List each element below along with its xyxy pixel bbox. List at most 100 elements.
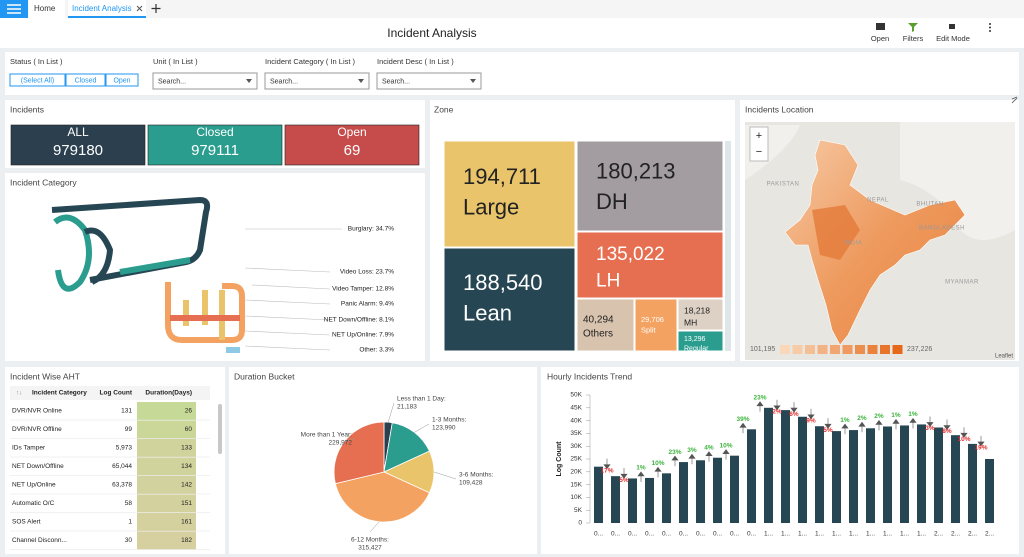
map-label: BANGLADESH xyxy=(919,226,965,232)
tab-bar xyxy=(0,0,1024,18)
y-axis-title: Log Count xyxy=(556,441,563,477)
table-cell: NET Up/Online xyxy=(12,482,56,489)
pie-leader xyxy=(369,521,380,533)
table-cell: 63,378 xyxy=(112,482,132,489)
bar xyxy=(696,460,705,523)
change-label: 1% xyxy=(908,411,918,418)
duration-cell xyxy=(137,476,196,494)
y-tick-label: 5K xyxy=(574,507,583,514)
toolbar-action[interactable]: Edit Mode xyxy=(936,34,970,43)
pie-label-name: 1-3 Months: xyxy=(432,417,467,424)
change-label: 39% xyxy=(736,416,749,423)
change-label: 9% xyxy=(806,417,816,424)
table-cell: 133 xyxy=(181,445,192,452)
map-label: NEPAL xyxy=(867,198,889,204)
bar xyxy=(628,478,637,523)
x-tick-label: 0... xyxy=(594,531,603,538)
active-tab-label: Incident Analysis xyxy=(72,4,132,13)
x-tick-label: 0... xyxy=(713,531,722,538)
more-dot xyxy=(989,26,991,29)
add-tab[interactable] xyxy=(151,4,161,13)
x-tick-label: 0... xyxy=(747,531,756,538)
table-cell: 58 xyxy=(125,500,133,507)
filter-option[interactable] xyxy=(9,73,66,87)
column-header[interactable]: Log Count xyxy=(100,390,133,397)
column-header[interactable]: Incident Category xyxy=(32,390,87,397)
table-cell: 182 xyxy=(181,537,192,544)
change-arrow xyxy=(790,402,798,413)
header xyxy=(0,18,1024,48)
filter-option[interactable] xyxy=(105,73,139,87)
more-dot[interactable] xyxy=(989,23,991,25)
filter-select[interactable] xyxy=(264,72,370,90)
x-tick-label: 1... xyxy=(917,531,926,538)
treemap-cell xyxy=(443,247,576,352)
change-arrow xyxy=(654,466,662,478)
change-label: 4% xyxy=(704,444,714,451)
change-arrow xyxy=(909,417,917,429)
change-label: 2% xyxy=(857,415,867,422)
x-tick-label: 1... xyxy=(866,531,875,538)
change-arrow xyxy=(688,453,696,465)
legend-swatch xyxy=(805,345,815,354)
filter-select[interactable] xyxy=(376,72,482,90)
active-tab[interactable] xyxy=(68,0,146,18)
y-tick-label: 50K xyxy=(570,392,582,399)
filter-select[interactable] xyxy=(152,72,258,90)
table-cell: 161 xyxy=(181,519,192,526)
change-label: 17% xyxy=(600,467,613,474)
change-arrow xyxy=(671,455,679,467)
toolbar-action[interactable]: Open xyxy=(871,34,889,43)
treemap-value: 180,213 xyxy=(596,158,676,183)
x-tick-label: 0... xyxy=(696,531,705,538)
bar xyxy=(747,429,756,523)
zoom-button[interactable]: + xyxy=(756,130,762,142)
home-tab-label: Home xyxy=(34,4,56,13)
bar xyxy=(968,443,977,523)
column-header[interactable]: Duration(Days) xyxy=(145,390,192,397)
x-tick-label: 2... xyxy=(934,531,943,538)
legend-swatch xyxy=(855,345,865,354)
table-cell: Automatic O/C xyxy=(12,500,55,507)
kpi-name: Open xyxy=(337,125,366,139)
home-tab[interactable] xyxy=(29,0,65,18)
change-arrow xyxy=(756,401,764,412)
close-tab[interactable] xyxy=(136,5,143,12)
treemap-name: Split xyxy=(641,325,657,334)
pie-label-name: 6-12 Months: xyxy=(351,537,389,544)
panel-title: Incidents xyxy=(10,104,44,114)
table-cell: IDs Tamper xyxy=(12,445,46,452)
bar xyxy=(645,477,654,523)
duration-cell xyxy=(137,439,196,457)
treemap-name: Regular xyxy=(684,346,709,353)
india-shape xyxy=(784,139,966,346)
x-tick-label: 0... xyxy=(662,531,671,538)
table-cell: 1 xyxy=(128,519,132,526)
bar xyxy=(713,457,722,523)
category-label: NET Up/Online: 7.9% xyxy=(332,332,394,339)
legend-swatch xyxy=(880,345,890,354)
change-label: 10% xyxy=(651,460,664,467)
pie-leader xyxy=(387,402,395,423)
toolbar-action[interactable]: Filters xyxy=(903,34,924,43)
leader-line xyxy=(244,345,331,351)
change-label: 1% xyxy=(636,465,646,472)
pie-label-name: 3-6 Months: xyxy=(459,472,494,479)
region xyxy=(812,205,860,260)
kpi-value: 979111 xyxy=(191,142,239,159)
pie-label-value: 229,972 xyxy=(329,440,353,447)
y-tick-label: 10K xyxy=(570,494,582,501)
more-dot xyxy=(989,30,991,32)
map-label: INDIA xyxy=(844,241,863,247)
change-arrow xyxy=(977,435,985,447)
bar xyxy=(781,410,790,523)
panel-title: Incidents Location xyxy=(745,104,814,114)
x-tick-label: 1... xyxy=(900,531,909,538)
zoom-button[interactable]: − xyxy=(756,146,762,158)
active-tab-underline xyxy=(68,16,146,18)
y-tick-label: 45K xyxy=(570,405,582,412)
treemap-value: 18,218 xyxy=(684,306,710,316)
filter-option[interactable] xyxy=(65,73,106,87)
y-tick-label: 40K xyxy=(570,417,582,424)
kpi-value: 979180 xyxy=(53,142,103,159)
